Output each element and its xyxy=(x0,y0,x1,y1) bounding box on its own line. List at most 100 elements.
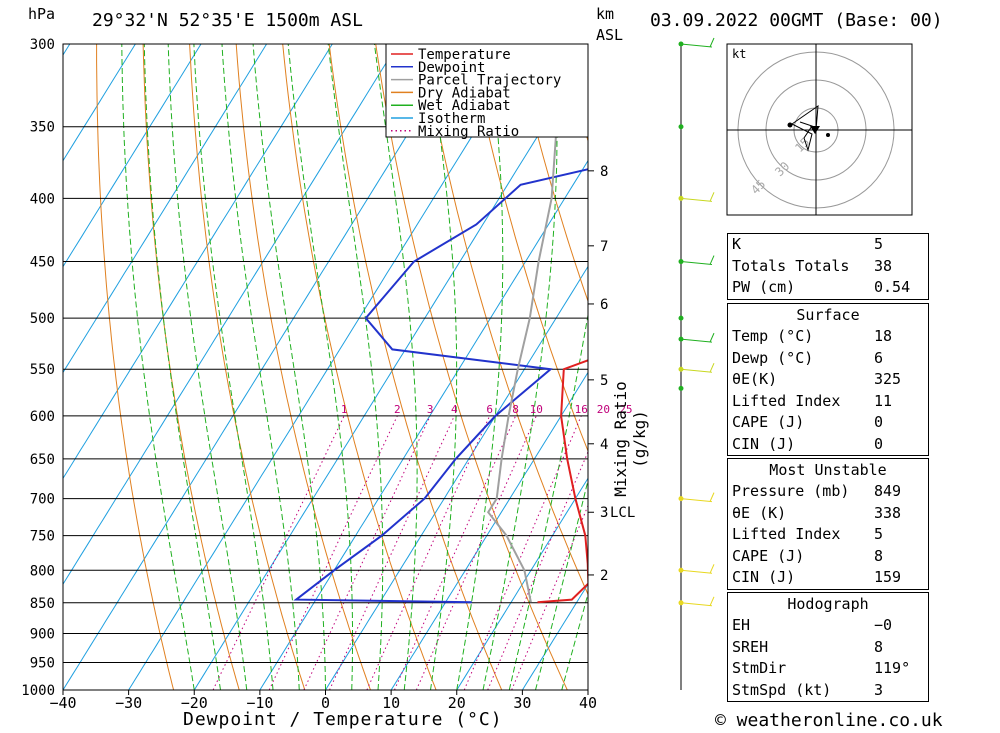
mixing-ratio-label: 3 xyxy=(427,403,434,416)
mu-row: Pressure (mb) 849 xyxy=(732,482,902,500)
wind-barb xyxy=(680,564,715,574)
pressure-tick-label: 950 xyxy=(30,655,55,671)
surface-table: Surface Temp (°C) 18 Dewp (°C) 6 θE(K) 325 … xyxy=(727,303,929,456)
wet-adiabat-line xyxy=(167,44,248,690)
wet-adiabat-line xyxy=(252,44,326,690)
pressure-tick-label: 750 xyxy=(30,529,55,545)
km-tick-label: 7 xyxy=(600,239,608,255)
x-tick-label: −40 xyxy=(49,694,76,712)
pressure-isobars xyxy=(63,43,588,691)
pressure-tick-label: 900 xyxy=(30,626,55,642)
dry-adiabat-line xyxy=(468,44,588,453)
pressure-tick-label: 300 xyxy=(30,37,55,53)
x-tick-label: 40 xyxy=(579,694,597,712)
mixing-ratio-line xyxy=(394,415,517,690)
wind-barb xyxy=(680,255,715,266)
hodo-row: EH −0 xyxy=(732,616,893,634)
wind-barb-column xyxy=(678,37,715,690)
pressure-tick-label: 700 xyxy=(30,492,55,508)
wet-adiabat-line xyxy=(327,44,384,690)
wet-adiabat-line xyxy=(221,44,300,690)
isotherm-line xyxy=(63,44,268,374)
wet-adiabat-line xyxy=(287,44,353,690)
datetime-title: 03.09.2022 00GMT (Base: 00) xyxy=(650,10,943,31)
mixing-ratio-line xyxy=(268,415,398,690)
isotherm-line xyxy=(63,44,202,268)
isotherm-line xyxy=(521,583,588,690)
storm-motion-point xyxy=(826,133,830,137)
wet-adiabat-line xyxy=(535,478,588,690)
wet-adiabat-line xyxy=(143,44,221,690)
wind-barb xyxy=(680,492,715,503)
legend-entry: Temperature xyxy=(418,47,511,63)
mu-row: CIN (J) 159 xyxy=(732,568,902,586)
isotherm-line xyxy=(63,44,464,690)
pressure-tick-label: 500 xyxy=(30,311,55,327)
legend-entry: Mixing Ratio xyxy=(418,124,519,140)
legend-entry: Wet Adiabat xyxy=(418,98,511,114)
legend-entry: Dry Adiabat xyxy=(418,85,511,101)
wind-barb xyxy=(680,363,715,373)
hodo-row: SREH 8 xyxy=(732,637,884,656)
wind-level-dot xyxy=(678,315,684,321)
isotherm-line xyxy=(456,477,588,690)
mixing-ratio-line xyxy=(415,415,537,690)
km-tick-label: 5 xyxy=(600,373,608,389)
profile-lines xyxy=(293,44,588,604)
km-tick-label: 6 xyxy=(600,297,608,313)
mixing-ratio-label: 4 xyxy=(451,403,458,416)
surface-row: Lifted Index 11 xyxy=(732,391,893,410)
surface-row: Temp (°C) 18 xyxy=(732,327,893,345)
pressure-tick-label: 800 xyxy=(30,563,55,579)
hodograph-title: Hodograph xyxy=(787,595,869,613)
mixing-ratio-label: 10 xyxy=(530,403,543,416)
wet-adiabat-line xyxy=(373,44,418,690)
wet-adiabat-line xyxy=(193,44,274,690)
isotherm-line xyxy=(0,44,4,690)
pressure-tick-label: 600 xyxy=(30,409,55,425)
hodo-row: StmDir 119° xyxy=(732,659,911,677)
wet-adiabat-line xyxy=(561,592,588,690)
mixing-ratio-label: 8 xyxy=(512,403,519,416)
pressure-tick-label: 400 xyxy=(30,191,55,207)
dry-adiabat-line xyxy=(328,44,503,690)
dewpoint-line xyxy=(293,168,588,604)
mixing-ratio-line xyxy=(212,415,345,690)
isotherm-line xyxy=(259,159,588,690)
mixing-ratio-label: 1 xyxy=(341,403,348,416)
wet-adiabat-line xyxy=(121,44,195,690)
km-tick-label: 2 xyxy=(600,568,608,584)
legend-box xyxy=(385,43,589,138)
km-tick-label: 3 xyxy=(600,505,608,521)
mixing-ratio-label: 16 xyxy=(575,403,588,416)
pressure-tick-label: 350 xyxy=(30,120,55,136)
legend-entry: Parcel Trajectory xyxy=(418,73,561,89)
hodograph-unit-label: kt xyxy=(732,47,746,61)
x-tick-label: 20 xyxy=(448,694,466,712)
mixing-ratio-label: 20 xyxy=(597,403,610,416)
x-tick-label: 10 xyxy=(382,694,400,712)
wet-adiabat-line xyxy=(427,44,458,690)
hodo-row: StmSpd (kt) 3 xyxy=(732,680,884,699)
pressure-tick-label: 650 xyxy=(30,452,55,468)
mixing-ratio-line xyxy=(511,504,588,690)
height-unit-asl: ASL xyxy=(596,26,624,44)
surface-title: Surface xyxy=(796,306,860,324)
hodograph-trace xyxy=(791,104,819,152)
mixing-ratio-line xyxy=(303,415,431,690)
most-unstable-title: Most Unstable xyxy=(769,461,887,479)
pressure-tick-label: 450 xyxy=(30,255,55,271)
axis-labels: 3003504004505005506006507007508008509009… xyxy=(21,37,635,712)
pressure-tick-label: 850 xyxy=(30,596,55,612)
index-row-pw: PW (cm) 0.54 xyxy=(732,278,911,296)
storm-motion-marker xyxy=(810,126,820,134)
x-tick-label: −30 xyxy=(115,694,142,712)
mixing-ratio-label: 25 xyxy=(619,403,632,416)
wind-level-dot xyxy=(678,124,684,130)
x-tick-label: 0 xyxy=(321,694,330,712)
km-tick-label: 8 xyxy=(600,164,608,180)
index-row-totals: Totals Totals 38 xyxy=(732,256,893,275)
wind-barb xyxy=(680,332,715,343)
